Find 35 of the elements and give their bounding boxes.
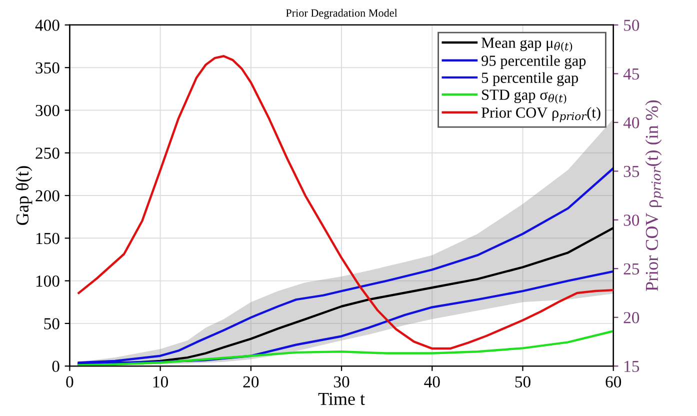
- x-tick-label: 50: [515, 376, 530, 388]
- y2-tick-label: 15: [624, 360, 640, 372]
- x-tick-label: 60: [606, 376, 622, 388]
- y-tick-label: 200: [36, 190, 60, 202]
- y2-axis-title: Prior COV ρ$_{prior}$(t) (in %): [645, 100, 664, 291]
- y-tick-label: 50: [44, 318, 60, 330]
- legend-label: 95 percentile gap: [482, 55, 586, 70]
- x-tick-label: 10: [153, 376, 168, 388]
- y-tick-label: 300: [36, 104, 60, 116]
- y2-tick-label: 30: [624, 214, 640, 226]
- x-tick-label: 0: [66, 376, 74, 388]
- y-tick-label: 150: [36, 232, 60, 244]
- y2-tick-label: 50: [624, 20, 640, 31]
- legend-label: Mean gap μ$_{θ(t)}$: [481, 38, 572, 52]
- x-tick-label: 40: [424, 376, 440, 388]
- y2-tick-label: 45: [623, 68, 640, 80]
- x-axis-title: Time t: [318, 392, 365, 406]
- y2-tick-label: 20: [624, 312, 640, 324]
- line-series: [78, 55, 614, 350]
- y-tick-label: 0: [52, 360, 60, 372]
- y-tick-label: 400: [35, 20, 60, 31]
- legend-label: 5 percentile gap: [482, 72, 578, 86]
- legend-label: STD gap σ$_{θ(t)}$: [482, 90, 566, 104]
- x-tick-label: 30: [334, 376, 350, 388]
- y2-tick-label: 35: [624, 166, 640, 178]
- y-tick-label: 100: [36, 276, 60, 287]
- x-tick-label: 20: [243, 376, 259, 388]
- line-series: [78, 330, 614, 366]
- chart-title: Prior Degradation Model: [286, 8, 398, 20]
- y-tick-label: 250: [36, 148, 60, 159]
- y2-tick-label: 25: [624, 263, 640, 275]
- legend-label: Prior COV ρ$_{prior}$(t): [481, 107, 600, 122]
- y-axis-title: Gap θ(t): [16, 166, 32, 225]
- y-tick-label: 350: [36, 62, 60, 74]
- y2-tick-label: 40: [623, 117, 640, 128]
